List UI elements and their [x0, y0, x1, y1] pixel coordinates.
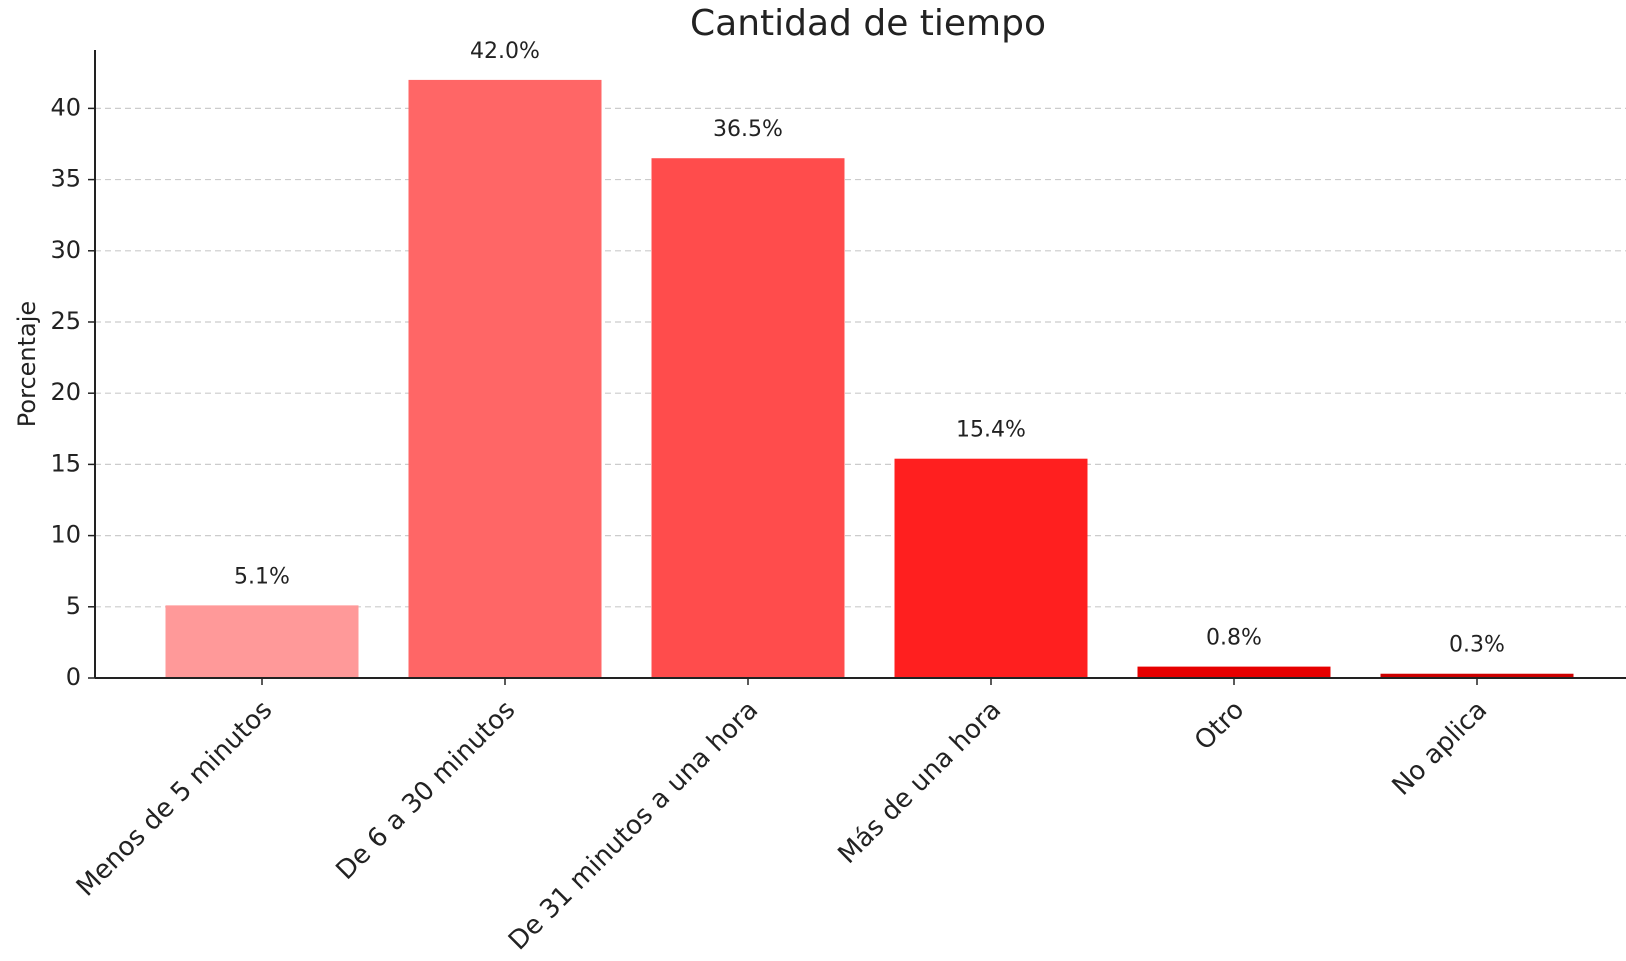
value-label: 42.0% [470, 39, 540, 64]
y-tick-label: 10 [50, 521, 81, 549]
y-tick-label: 35 [50, 165, 81, 193]
bar [165, 605, 359, 678]
y-tick-label: 0 [66, 663, 81, 691]
y-axis-label: Porcentaje [13, 301, 41, 427]
y-tick-label: 20 [50, 378, 81, 406]
y-tick-label: 25 [50, 307, 81, 335]
y-tick-label: 30 [50, 236, 81, 264]
bar [651, 158, 845, 679]
bar [894, 458, 1088, 678]
bar [1380, 673, 1574, 678]
x-tick-label: Otro [1189, 695, 1250, 756]
value-label: 5.1% [234, 564, 290, 589]
y-tick-label: 5 [66, 592, 81, 620]
bar [1137, 666, 1331, 678]
x-tick-label: De 31 minutos a una hora [503, 695, 764, 956]
chart-title: Cantidad de tiempo [690, 3, 1046, 44]
x-tick-label: No aplica [1387, 695, 1494, 802]
value-label: 0.3% [1449, 633, 1505, 658]
value-label: 0.8% [1206, 626, 1262, 651]
x-tick-label: Menos de 5 minutos [71, 695, 278, 902]
y-tick-label: 15 [50, 449, 81, 477]
value-label: 36.5% [713, 117, 783, 142]
y-tick-label: 40 [50, 93, 81, 121]
value-label: 15.4% [956, 418, 1026, 443]
x-tick-label: De 6 a 30 minutos [330, 695, 521, 886]
x-tick-label: Más de una hora [833, 695, 1008, 870]
bar [408, 79, 602, 678]
